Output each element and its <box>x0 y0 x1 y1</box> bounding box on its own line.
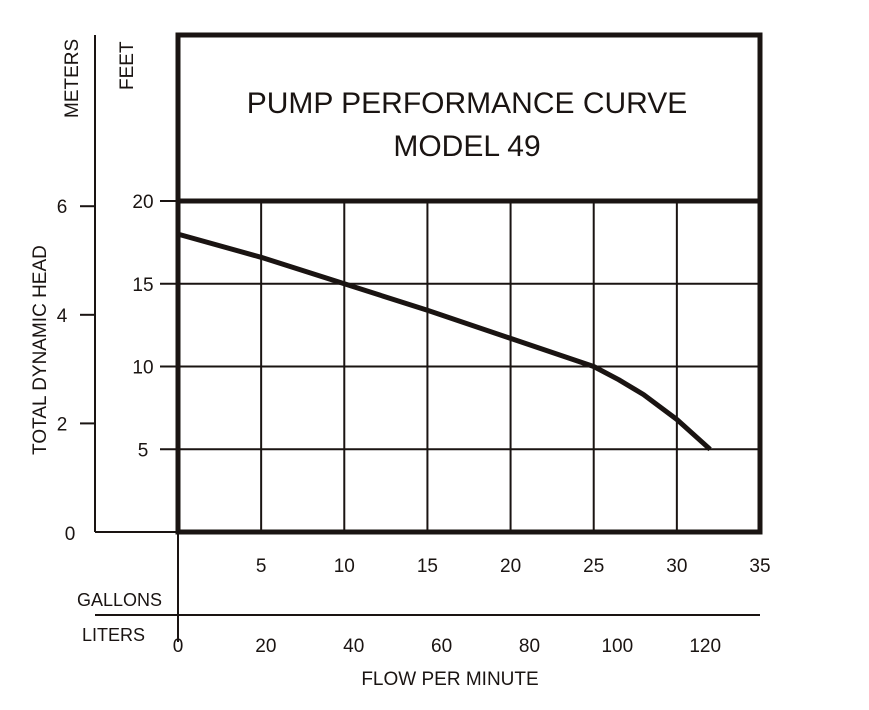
tick-labels: 5 10 15 20 2 4 6 5 10 15 20 25 30 35 0 20 40 60 80 100 120 <box>57 192 771 657</box>
feet-tick-label: 20 <box>132 192 153 213</box>
series-line-model-49 <box>177 231 712 452</box>
feet-tick-label: 15 <box>132 275 153 296</box>
gallons-tick-label: 5 <box>256 556 267 577</box>
liters-tick-label: 0 <box>173 636 184 657</box>
gallons-tick-label: 25 <box>583 556 604 577</box>
liters-tick-label: 40 <box>343 636 364 657</box>
x-axis-label: FLOW PER MINUTE <box>361 669 538 690</box>
liters-label: LITERS <box>82 625 145 645</box>
gallons-tick-label: 35 <box>749 556 770 577</box>
y-axis-label: TOTAL DYNAMIC HEAD <box>30 245 51 455</box>
meters-tick-label: 6 <box>57 197 68 218</box>
chart-subtitle: MODEL 49 <box>393 130 540 163</box>
feet-label: FEET <box>117 41 138 90</box>
liters-tick-label: 100 <box>601 636 633 657</box>
feet-tick-label: 5 <box>138 440 149 461</box>
gallons-tick-label: 15 <box>417 556 438 577</box>
meters-tick-label: 4 <box>57 306 68 327</box>
grid <box>178 201 760 532</box>
gallons-tick-label: 10 <box>334 556 355 577</box>
liters-tick-label: 80 <box>519 636 540 657</box>
liters-tick-label: 120 <box>689 636 721 657</box>
gallons-label: GALLONS <box>77 590 162 610</box>
liters-tick-label: 20 <box>255 636 276 657</box>
meters-label: METERS <box>62 39 83 118</box>
meters-tick-label: 2 <box>57 414 68 435</box>
chart-title: PUMP PERFORMANCE CURVE <box>247 87 688 120</box>
liters-tick-label: 60 <box>431 636 452 657</box>
axes <box>80 32 763 642</box>
gallons-tick-label: 20 <box>500 556 521 577</box>
feet-tick-label: 10 <box>132 358 153 379</box>
gallons-tick-label: 30 <box>666 556 687 577</box>
y-tick-zero: 0 <box>65 524 76 545</box>
